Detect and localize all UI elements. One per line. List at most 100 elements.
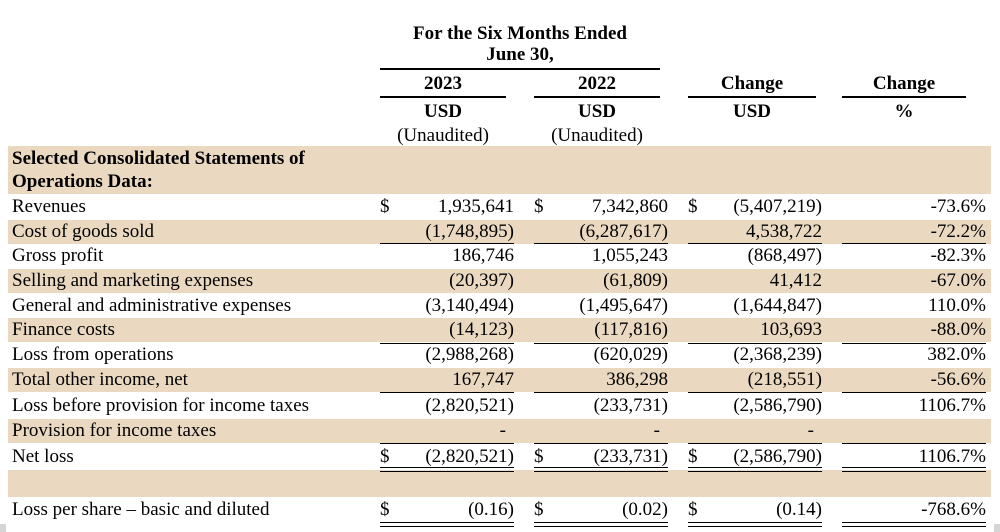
row-change-pct: 1106.7% xyxy=(918,446,986,467)
col2-note: (Unaudited) xyxy=(551,125,643,146)
row-change-usd: 103,693 xyxy=(760,319,822,340)
row-label: Total other income, net xyxy=(12,369,188,390)
section-title-line2: Operations Data: xyxy=(12,171,153,192)
section-band xyxy=(8,146,991,194)
currency-symbol: $ xyxy=(534,499,544,520)
page-edge-right xyxy=(994,524,1000,532)
row-change-usd: (0.14) xyxy=(776,499,822,520)
row-value-2023: 186,746 xyxy=(452,245,514,266)
row-change-pct: -56.6% xyxy=(930,369,986,390)
row-change-usd: 41,412 xyxy=(769,270,822,291)
period-rule xyxy=(380,68,660,70)
col4-currency: % xyxy=(894,101,914,122)
row-label: Gross profit xyxy=(12,245,104,266)
row-change-pct: 110.0% xyxy=(928,295,986,316)
row-change-usd: (2,368,239) xyxy=(733,344,822,365)
row-label: Net loss xyxy=(12,446,74,467)
row-value-2022: (0.02) xyxy=(622,499,668,520)
col4-title: Change xyxy=(872,73,936,94)
row-change-pct: -88.0% xyxy=(930,319,986,340)
subtotal-rule xyxy=(380,443,514,444)
row-change-usd: (218,551) xyxy=(747,369,822,390)
row-change-usd: (1,644,847) xyxy=(733,295,822,316)
row-value-2023: (14,123) xyxy=(449,319,514,340)
subtotal-rule xyxy=(380,392,514,393)
currency-symbol: $ xyxy=(534,196,544,217)
row-value-2023: (2,988,268) xyxy=(425,344,514,365)
currency-symbol: $ xyxy=(688,446,698,467)
row-value-2023: (3,140,494) xyxy=(425,295,514,316)
row-value-2022: (1,495,647) xyxy=(579,295,668,316)
row-change-pct: -73.6% xyxy=(930,196,986,217)
total-double-rule xyxy=(534,467,668,472)
subtotal-rule xyxy=(688,243,822,244)
row-band xyxy=(8,419,991,443)
total-double-rule xyxy=(688,522,822,527)
row-change-pct: 1106.7% xyxy=(918,395,986,416)
currency-symbol: $ xyxy=(688,196,698,217)
subtotal-rule xyxy=(534,392,668,393)
row-label: Provision for income taxes xyxy=(12,420,217,441)
row-value-2022: - xyxy=(653,420,660,441)
total-double-rule xyxy=(380,522,514,527)
row-value-2022: (233,731) xyxy=(593,395,668,416)
row-value-2022: 7,342,860 xyxy=(592,196,668,217)
period-title-line2: June 30, xyxy=(486,44,554,65)
row-change-usd: (868,497) xyxy=(747,245,822,266)
row-value-2022: 1,055,243 xyxy=(592,245,668,266)
row-change-pct: -72.2% xyxy=(930,221,986,242)
subtotal-rule xyxy=(842,343,986,344)
currency-symbol: $ xyxy=(380,499,390,520)
total-double-rule xyxy=(842,467,986,472)
row-change-usd: - xyxy=(807,420,814,441)
row-label: Loss before provision for income taxes xyxy=(12,395,310,416)
row-value-2022: (117,816) xyxy=(594,319,668,340)
row-change-usd: (5,407,219) xyxy=(733,196,822,217)
col2-year: 2022 xyxy=(578,73,616,94)
subtotal-rule xyxy=(534,343,668,344)
currency-symbol: $ xyxy=(380,196,390,217)
row-value-2022: 386,298 xyxy=(606,369,668,390)
row-value-2023: (2,820,521) xyxy=(425,446,514,467)
total-double-rule xyxy=(380,467,514,472)
row-value-2023: (20,397) xyxy=(449,270,514,291)
page-edge-left xyxy=(0,524,6,532)
row-value-2022: (61,809) xyxy=(603,270,668,291)
subtotal-rule xyxy=(534,243,668,244)
col3-currency: USD xyxy=(732,101,771,122)
col3-title: Change xyxy=(720,73,784,94)
col3-rule xyxy=(688,96,816,98)
row-change-usd: (2,586,790) xyxy=(733,446,822,467)
total-double-rule xyxy=(688,467,822,472)
row-label: Cost of goods sold xyxy=(12,221,154,242)
period-title-line1: For the Six Months Ended xyxy=(413,23,627,44)
subtotal-rule xyxy=(688,343,822,344)
row-change-pct: -768.6% xyxy=(921,499,986,520)
subtotal-rule xyxy=(688,392,822,393)
row-label: Revenues xyxy=(12,196,86,217)
row-label: Finance costs xyxy=(12,319,115,340)
row-change-usd: (2,586,790) xyxy=(733,395,822,416)
total-double-rule xyxy=(842,522,986,527)
row-value-2023: - xyxy=(499,420,506,441)
subtotal-rule xyxy=(842,392,986,393)
currency-symbol: $ xyxy=(688,499,698,520)
row-change-pct: -82.3% xyxy=(930,245,986,266)
col1-rule xyxy=(380,96,506,98)
row-value-2023: (1,748,895) xyxy=(425,221,514,242)
row-band xyxy=(8,318,991,342)
subtotal-rule xyxy=(380,243,514,244)
row-change-pct: -67.0% xyxy=(930,270,986,291)
section-title-line1: Selected Consolidated Statements of xyxy=(12,148,305,169)
row-label: General and administrative expenses xyxy=(12,295,292,316)
row-band xyxy=(8,220,991,244)
row-value-2023: 167,747 xyxy=(452,369,514,390)
row-value-2023: (0.16) xyxy=(468,499,514,520)
col1-currency: USD xyxy=(423,101,462,122)
row-change-pct: 382.0% xyxy=(927,344,986,365)
row-label: Loss from operations xyxy=(12,344,174,365)
row-label: Selling and marketing expenses xyxy=(12,270,254,291)
row-value-2022: (233,731) xyxy=(593,446,668,467)
currency-symbol: $ xyxy=(534,446,544,467)
subtotal-rule xyxy=(688,443,822,444)
